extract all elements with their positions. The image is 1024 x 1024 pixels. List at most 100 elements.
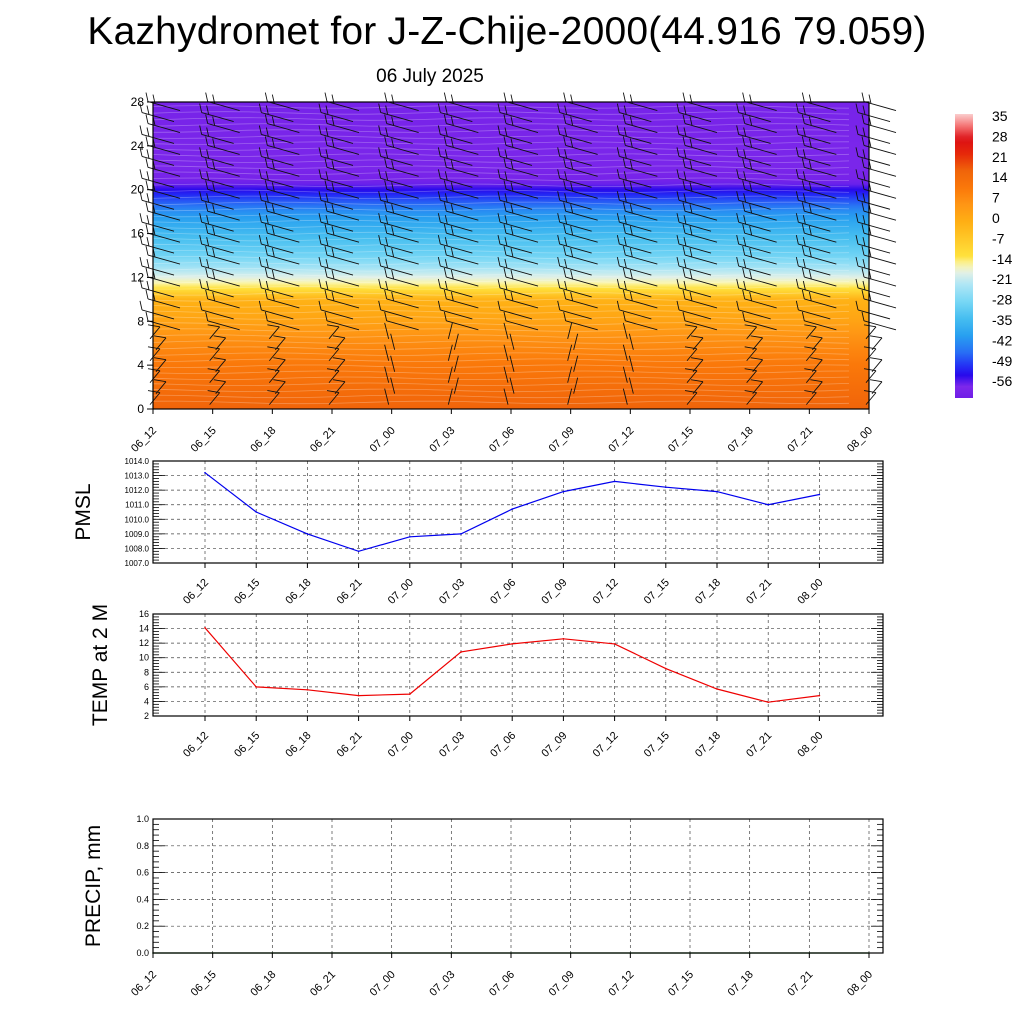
wind-barb	[205, 289, 240, 309]
wind-barb	[390, 377, 396, 394]
wind-barb	[804, 324, 817, 340]
wind-barb	[563, 180, 598, 199]
wind-barb	[736, 213, 771, 232]
wind-barb	[443, 245, 479, 265]
wind-barb	[804, 368, 817, 383]
x-tick-label: 06_12	[181, 577, 211, 607]
wind-barb	[567, 366, 573, 383]
wind-barb	[378, 235, 413, 254]
wind-barb	[264, 114, 300, 133]
colorbar-label: 0	[992, 210, 1000, 226]
wind-barb	[616, 169, 652, 188]
wind-barb	[258, 147, 294, 166]
isotherm-line	[152, 255, 850, 260]
wind-barb	[855, 125, 891, 144]
pmsl-chart: 1007.0 1008.0 1009.0 1010.0 1011.0 1012.0 1013…	[72, 457, 884, 607]
wind-barb	[616, 278, 652, 298]
wind-barb	[199, 235, 234, 254]
wind-barb	[795, 125, 831, 144]
data-point	[255, 686, 257, 688]
y-axis-title: PMSL	[72, 483, 95, 540]
x-tick-label: 06_21	[335, 577, 365, 607]
wind-barb	[199, 103, 234, 122]
wind-barb	[801, 267, 837, 287]
data-point	[357, 550, 360, 553]
isotherm-line	[152, 382, 850, 387]
colorbar-label: -42	[992, 332, 1012, 348]
wind-barb	[744, 368, 758, 383]
wind-barb	[264, 289, 300, 309]
data-point	[562, 638, 565, 640]
x-tick-label: 07_18	[726, 425, 756, 455]
wind-barb	[567, 388, 573, 405]
wind-barb	[676, 147, 712, 166]
y-axis-title: TEMP at 2 M	[89, 604, 112, 726]
wind-barb	[437, 235, 473, 254]
wind-barb	[147, 324, 161, 340]
wind-barb	[503, 158, 539, 177]
wind-barb	[742, 267, 777, 287]
wind-barb	[378, 300, 413, 320]
wind-barb	[258, 213, 294, 232]
y-tick-label: 14	[139, 624, 149, 634]
wind-barb	[869, 335, 883, 351]
x-tick-label: 07_21	[744, 577, 774, 607]
wind-barb	[147, 346, 161, 362]
isotherm-line	[152, 195, 850, 200]
isotherm-line	[152, 189, 850, 193]
wind-barb	[497, 278, 533, 298]
x-tick-label: 07_21	[785, 969, 815, 999]
x-tick-label: 07_09	[539, 577, 569, 607]
y-tick-label: 1009.0	[125, 530, 150, 539]
y-tick-label: 28	[131, 95, 145, 109]
wind-barb	[684, 390, 698, 405]
wind-barb	[437, 213, 473, 232]
wind-barb	[682, 158, 718, 177]
wind-barb	[447, 366, 453, 383]
wind-barb	[616, 213, 652, 232]
wind-barb	[390, 333, 396, 350]
wind-barb	[139, 213, 175, 232]
wind-barb	[258, 191, 294, 210]
wind-barb	[384, 245, 419, 265]
x-tick-label: 07_00	[368, 969, 398, 999]
wind-barb	[264, 136, 300, 155]
wind-barb	[503, 344, 509, 361]
wind-barb	[742, 114, 777, 133]
isotherm-line	[152, 117, 850, 121]
data-point	[511, 508, 513, 510]
wind-barb	[682, 180, 718, 199]
y-tick-label: 0.6	[136, 868, 149, 878]
wind-barb	[453, 333, 459, 350]
x-tick-label: 06_12	[129, 425, 159, 455]
wind-barb	[497, 300, 533, 320]
data-point	[613, 643, 616, 645]
wind-barb	[801, 289, 837, 309]
wind-barb	[384, 289, 419, 309]
wind-barb	[318, 235, 354, 254]
wind-barb	[258, 103, 294, 122]
wind-barb	[384, 366, 390, 383]
isotherm-line	[152, 183, 850, 188]
wind-barb	[258, 278, 294, 298]
wind-barb	[384, 388, 390, 405]
wind-barb	[622, 158, 658, 177]
wind-barb	[390, 355, 396, 372]
wind-barb	[736, 278, 771, 298]
temperature-colorbar: 35 28 21 14 7 0 -7 -14 -21 -28 -35 -42 -49 -56	[955, 108, 1012, 398]
wind-barb	[810, 379, 823, 394]
wind-barb	[318, 256, 354, 276]
wind-barb	[622, 136, 658, 155]
wind-barb	[326, 368, 340, 383]
x-tick-label: 07_06	[488, 730, 518, 760]
wind-barb	[750, 335, 764, 351]
wind-barb	[258, 256, 294, 276]
x-tick-label: 06_21	[335, 730, 365, 760]
wind-barb	[139, 235, 175, 254]
wind-barb	[742, 180, 777, 199]
wind-barb	[437, 300, 473, 320]
wind-barb	[744, 324, 758, 340]
wind-barb	[264, 158, 300, 177]
data-point	[409, 536, 411, 538]
x-tick-label: 07_09	[547, 425, 577, 455]
